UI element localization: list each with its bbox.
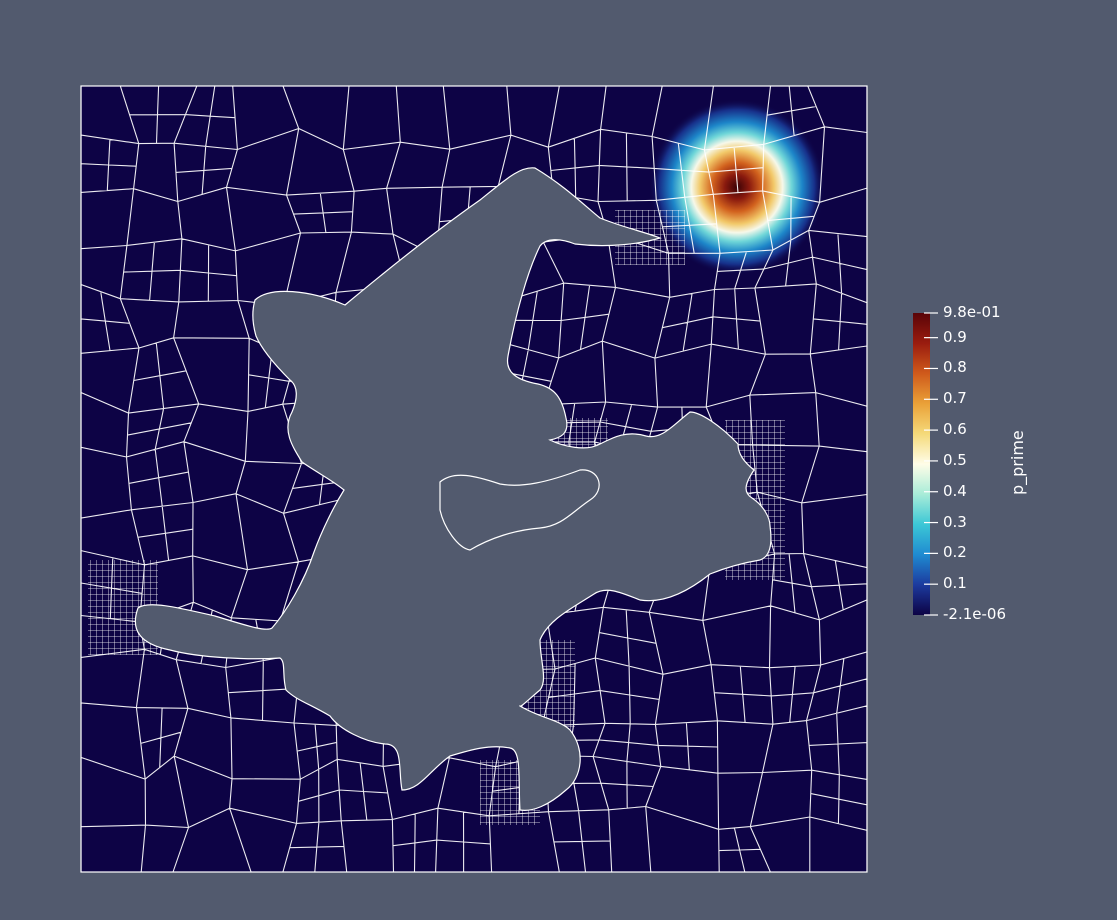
colorbar-tick-label: 0.2: [943, 543, 967, 562]
colorbar-title: p_prime: [1008, 430, 1027, 495]
colorbar-tick-label: 0.1: [943, 574, 967, 593]
colorbar-tick-label: 0.9: [943, 327, 967, 346]
colorbar-gradient: [913, 313, 930, 615]
colorbar-tick-label: 0.4: [943, 481, 967, 500]
colorbar-tick-label: 0.5: [943, 450, 967, 469]
colorbar-tick-label: 0.3: [943, 512, 967, 531]
colorbar-tick-label: 0.7: [943, 389, 967, 408]
colorbar-tick-label: 0.8: [943, 358, 967, 377]
domain-border: [80, 85, 868, 873]
colorbar-max-label: 9.8e-01: [943, 303, 1001, 321]
colorbar-min-label: -2.1e-06: [943, 605, 1006, 623]
island-obstacle: [134, 167, 772, 811]
colorbar-tick-label: 0.6: [943, 420, 967, 439]
colorbar: [913, 312, 938, 616]
